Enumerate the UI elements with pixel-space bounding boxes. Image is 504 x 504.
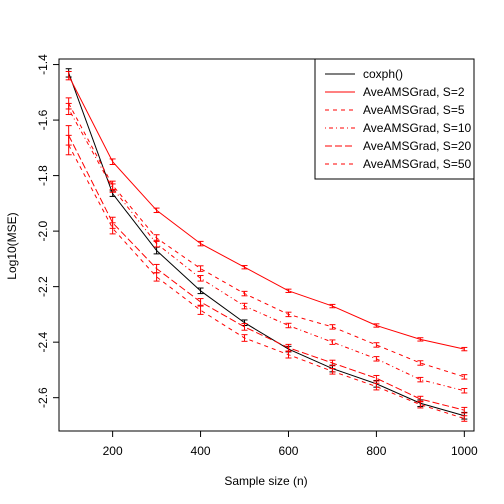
- plot-frame: [58, 58, 475, 432]
- series-line: [68, 135, 465, 411]
- legend-box: [314, 58, 475, 180]
- series-line: [68, 103, 465, 378]
- error-bar: [197, 287, 204, 295]
- x-tick-label: 600: [278, 444, 298, 458]
- error-bar: [109, 183, 116, 193]
- error-bar: [197, 275, 204, 282]
- error-bar: [461, 388, 468, 394]
- legend-item: AveAMSGrad, S=5: [325, 103, 465, 117]
- error-bar: [461, 406, 468, 414]
- legend-label: AveAMSGrad, S=20: [363, 139, 471, 153]
- y-tick-label: -2.0: [36, 220, 50, 241]
- axes: 200 400 600 800 1000 -2.6 -2.4 -2.2 -2.0 -1.8 -1.6…: [36, 54, 478, 458]
- y-tick-label: -1.6: [36, 109, 50, 130]
- error-bar: [373, 323, 380, 328]
- legend-item: AveAMSGrad, S=10: [325, 121, 471, 135]
- error-bar: [417, 360, 424, 366]
- error-bar: [241, 302, 248, 310]
- legend-label: AveAMSGrad, S=50: [363, 157, 471, 171]
- error-bar: [153, 207, 160, 214]
- error-bar: [153, 263, 160, 274]
- series-2: [65, 70, 468, 352]
- legend-label: AveAMSGrad, S=5: [363, 103, 465, 117]
- legend-label: AveAMSGrad, S=10: [363, 121, 471, 135]
- error-bar: [329, 359, 336, 367]
- error-bar: [65, 70, 72, 81]
- error-bar: [65, 102, 72, 116]
- error-bar: [285, 322, 292, 329]
- legend-item: AveAMSGrad, S=50: [325, 157, 471, 171]
- error-bar: [285, 288, 292, 293]
- y-tick-label: -2.2: [36, 276, 50, 297]
- error-bar: [373, 342, 380, 348]
- error-bar: [373, 356, 380, 362]
- error-bar: [417, 376, 424, 383]
- legend-item: AveAMSGrad, S=2: [325, 85, 465, 99]
- error-bar: [241, 290, 248, 297]
- error-bar: [197, 265, 204, 272]
- error-bar: [153, 272, 160, 282]
- error-bar: [241, 334, 248, 342]
- error-bar: [461, 346, 468, 352]
- series-group: [65, 68, 468, 422]
- y-tick-label: -1.8: [36, 165, 50, 186]
- error-bar: [109, 222, 116, 235]
- error-bar: [241, 323, 248, 331]
- x-tick-label: 400: [191, 444, 211, 458]
- series-6: [65, 134, 468, 422]
- y-tick-label: -2.4: [36, 332, 50, 353]
- error-bar: [197, 305, 204, 315]
- error-bar: [65, 134, 72, 156]
- x-tick-label: 1000: [451, 444, 478, 458]
- error-bar: [197, 298, 204, 306]
- error-bar: [197, 240, 204, 247]
- error-bar: [241, 265, 248, 270]
- x-axis-label: Sample size (n): [224, 474, 307, 488]
- y-axis-label: Log10(MSE): [5, 212, 19, 279]
- legend-label: coxph(): [363, 67, 403, 81]
- error-bar: [153, 239, 160, 248]
- error-bar: [461, 374, 468, 380]
- legend-label: AveAMSGrad, S=2: [363, 85, 465, 99]
- series-line: [68, 108, 465, 392]
- y-tick-label: -1.4: [36, 54, 50, 75]
- error-bar: [329, 324, 336, 330]
- series-line: [68, 75, 465, 350]
- error-bar: [285, 311, 292, 318]
- legend-item: coxph(): [325, 67, 403, 81]
- y-tick-label: -2.6: [36, 387, 50, 408]
- error-bar: [417, 337, 424, 342]
- error-bar: [417, 400, 424, 409]
- error-bar: [461, 415, 468, 422]
- series-3: [65, 97, 468, 380]
- series-4: [65, 102, 468, 394]
- x-tick-label: 800: [366, 444, 386, 458]
- error-bar: [285, 350, 292, 359]
- legend: coxph() AveAMSGrad, S=2 AveAMSGrad, S=5 Ave…: [314, 58, 475, 180]
- error-bar: [373, 374, 380, 382]
- error-bar: [329, 368, 336, 375]
- error-bar: [109, 158, 116, 165]
- error-bar: [329, 339, 336, 345]
- legend-item: AveAMSGrad, S=20: [325, 139, 471, 153]
- error-bar: [373, 382, 380, 391]
- error-bar: [329, 303, 336, 309]
- series-line: [68, 72, 465, 417]
- x-tick-label: 200: [103, 444, 123, 458]
- series-line: [68, 144, 465, 419]
